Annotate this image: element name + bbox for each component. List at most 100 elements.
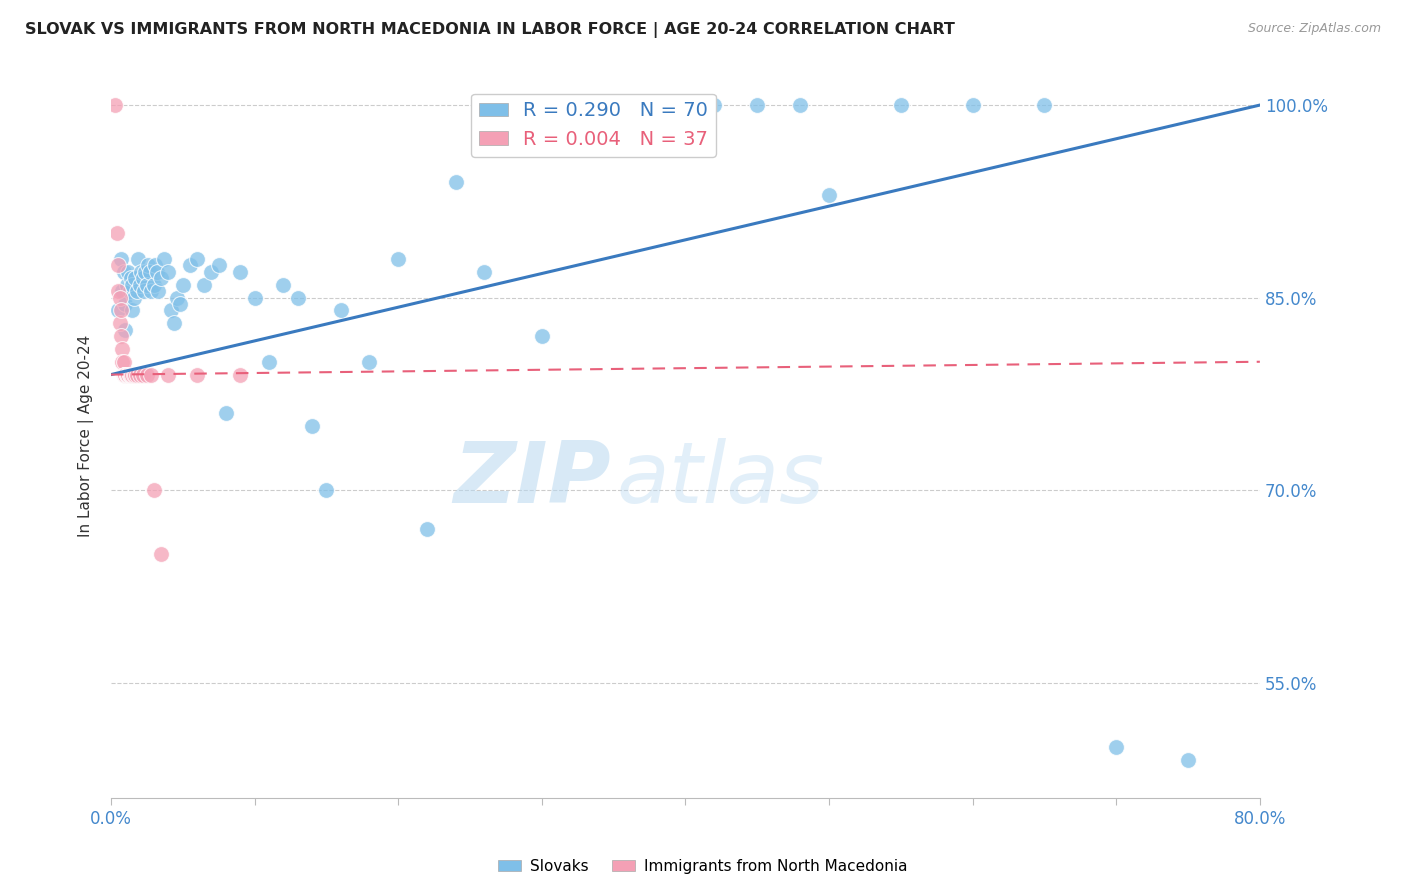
Point [107, 259, 129, 273]
Point [157, 368, 180, 382]
Point [114, 323, 136, 337]
Point [160, 303, 183, 318]
Point [136, 259, 159, 273]
Point [138, 265, 160, 279]
Point [108, 291, 131, 305]
Point [186, 252, 208, 266]
Legend: R = 0.290   N = 70, R = 0.004   N = 37: R = 0.290 N = 70, R = 0.004 N = 37 [471, 94, 716, 157]
Point [193, 277, 215, 292]
Point [146, 265, 169, 279]
Point [153, 252, 176, 266]
Point [115, 368, 138, 382]
Point [229, 265, 252, 279]
Point [118, 368, 141, 382]
Point [287, 291, 309, 305]
Point [112, 355, 135, 369]
Point [112, 368, 135, 382]
Point [134, 265, 156, 279]
Point [117, 368, 139, 382]
Point [673, 98, 696, 112]
Point [120, 368, 142, 382]
Point [135, 277, 157, 292]
Point [121, 368, 143, 382]
Point [530, 329, 553, 343]
Point [114, 368, 136, 382]
Point [143, 483, 166, 497]
Point [208, 259, 231, 273]
Point [150, 271, 173, 285]
Point [128, 277, 150, 292]
Point [186, 368, 208, 382]
Point [169, 297, 191, 311]
Point [114, 297, 136, 311]
Point [124, 271, 146, 285]
Point [115, 368, 138, 382]
Point [112, 265, 135, 279]
Point [143, 277, 166, 292]
Point [818, 188, 841, 202]
Point [148, 284, 170, 298]
Point [128, 368, 150, 382]
Point [301, 419, 323, 434]
Point [122, 368, 145, 382]
Point [111, 355, 134, 369]
Point [111, 342, 134, 356]
Point [444, 175, 467, 189]
Point [315, 483, 337, 497]
Point [172, 277, 194, 292]
Point [962, 98, 984, 112]
Point [200, 265, 222, 279]
Point [114, 368, 136, 382]
Point [789, 98, 811, 112]
Point [114, 368, 136, 382]
Text: atlas: atlas [616, 438, 824, 521]
Point [122, 291, 145, 305]
Point [166, 291, 188, 305]
Point [118, 368, 141, 382]
Point [560, 98, 582, 112]
Point [359, 355, 381, 369]
Point [141, 284, 163, 298]
Point [105, 227, 128, 241]
Point [117, 368, 139, 382]
Point [107, 284, 129, 298]
Point [121, 277, 143, 292]
Point [132, 284, 155, 298]
Point [329, 303, 352, 318]
Point [111, 284, 134, 298]
Point [104, 98, 127, 112]
Point [115, 277, 138, 292]
Legend: Slovaks, Immigrants from North Macedonia: Slovaks, Immigrants from North Macedonia [492, 853, 914, 880]
Point [257, 355, 280, 369]
Point [114, 368, 136, 382]
Point [602, 98, 624, 112]
Point [121, 303, 143, 318]
Point [107, 303, 129, 318]
Point [163, 316, 186, 330]
Point [179, 259, 201, 273]
Text: Source: ZipAtlas.com: Source: ZipAtlas.com [1247, 22, 1381, 36]
Point [131, 271, 153, 285]
Point [747, 98, 769, 112]
Point [150, 547, 173, 561]
Point [1177, 753, 1199, 767]
Point [118, 284, 141, 298]
Point [890, 98, 912, 112]
Point [120, 368, 142, 382]
Point [129, 265, 152, 279]
Point [120, 271, 142, 285]
Point [157, 265, 180, 279]
Point [145, 259, 167, 273]
Point [243, 291, 266, 305]
Point [127, 252, 149, 266]
Point [645, 98, 668, 112]
Point [131, 368, 153, 382]
Point [135, 368, 157, 382]
Point [110, 252, 132, 266]
Point [124, 368, 146, 382]
Point [416, 522, 439, 536]
Point [125, 368, 148, 382]
Point [1105, 739, 1128, 754]
Point [229, 368, 252, 382]
Point [1033, 98, 1056, 112]
